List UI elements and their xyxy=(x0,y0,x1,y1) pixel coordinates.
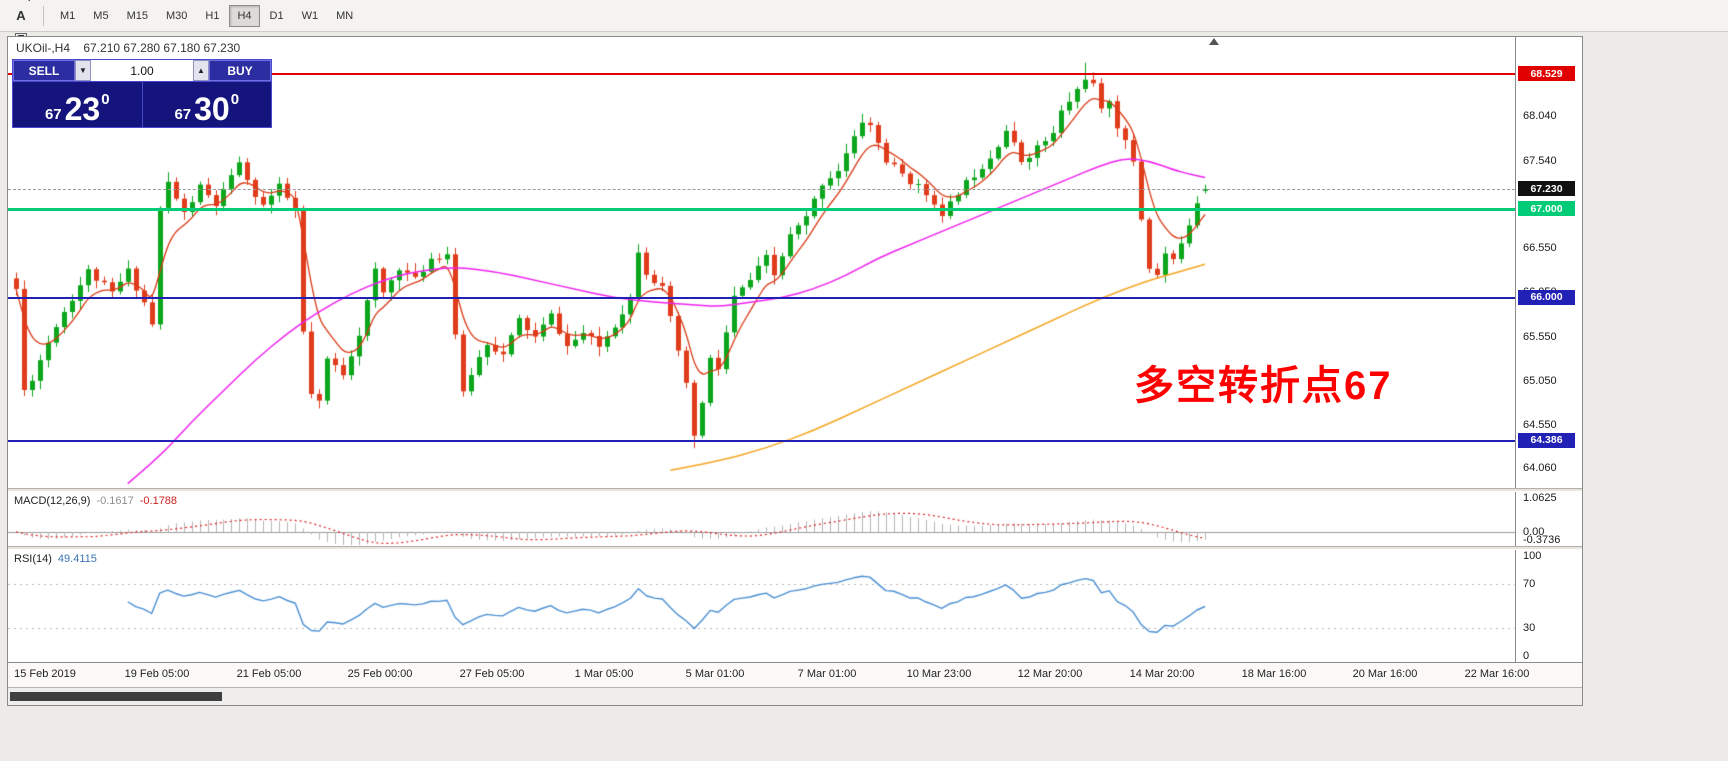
volume-increase-button[interactable]: ▲ xyxy=(193,60,209,81)
macd-name: MACD(12,26,9) xyxy=(14,495,91,507)
buy-price-big: 30 xyxy=(194,90,230,127)
trade-controls-row: SELL ▼ ▲ BUY xyxy=(13,60,271,81)
buy-price-int: 67 xyxy=(174,106,192,124)
buy-price-sup: 0 xyxy=(230,91,240,108)
sell-price-sup: 0 xyxy=(101,91,110,108)
macd-scale-label: 1.0625 xyxy=(1523,492,1557,504)
rsi-name: RSI(14) xyxy=(14,553,52,565)
price-badge-64.386: 64.386 xyxy=(1518,432,1575,448)
price-scale-tick: 64.060 xyxy=(1523,462,1557,475)
horizontal-scrollbar[interactable] xyxy=(8,687,1582,705)
rsi-scale-label: 100 xyxy=(1523,550,1542,562)
ohlc-values: 67.210 67.280 67.180 67.230 xyxy=(83,41,241,55)
time-axis-label: 12 Mar 20:00 xyxy=(1017,668,1083,680)
timeframe-button-h1[interactable]: H1 xyxy=(197,5,227,27)
price-scale-tick: 65.550 xyxy=(1523,330,1557,343)
caret-down-icon: ▼ xyxy=(79,66,87,75)
timeframes-group: M1 M5 M15 M30 H1 H4 D1 W1 MN xyxy=(51,4,362,27)
horizontal-scrollbar-thumb[interactable] xyxy=(10,692,222,701)
rsi-scale-label: 30 xyxy=(1523,622,1536,635)
rsi-value: 49.4115 xyxy=(57,553,97,565)
rsi-scale-label: 0 xyxy=(1523,650,1530,662)
time-axis-label: 10 Mar 23:00 xyxy=(906,668,972,680)
timeframe-button-m5[interactable]: M5 xyxy=(85,5,116,27)
time-axis-label: 5 Mar 01:00 xyxy=(685,668,745,680)
symbol-title: UKOil-,H4 xyxy=(16,41,71,55)
rsi-label: RSI(14) 49.4115 xyxy=(14,553,97,565)
macd-value: -0.1617 xyxy=(96,495,134,507)
timeframe-button-m1[interactable]: M1 xyxy=(52,5,83,27)
arrow-tool-button[interactable]: A xyxy=(7,4,35,28)
timeframe-button-d1[interactable]: D1 xyxy=(262,5,292,27)
chart-annotation-text[interactable]: 多空转折点67 xyxy=(1134,364,1393,408)
timeframe-button-m15[interactable]: M15 xyxy=(119,5,156,27)
macd-scale-label: 0.00 xyxy=(1523,525,1545,538)
price-divider xyxy=(141,82,143,127)
price-scale-tick: 66.550 xyxy=(1523,242,1557,255)
volume-input[interactable] xyxy=(91,60,193,81)
grid-settings-button[interactable]: F xyxy=(7,0,35,4)
timeframe-button-m30[interactable]: M30 xyxy=(158,5,195,27)
time-axis: 15 Feb 2019 19 Feb 05:00 21 Feb 05:00 25 Fe… xyxy=(8,662,1582,687)
macd-label: MACD(12,26,9) -0.1617 -0.1788 xyxy=(14,495,177,507)
buy-price-display[interactable]: 67 30 0 xyxy=(143,82,272,127)
price-scale: 68.04067.54066.55066.05065.55065.05064.5… xyxy=(1515,37,1581,705)
pane-splitter[interactable] xyxy=(8,488,1582,492)
price-scale-tick: 65.050 xyxy=(1523,374,1557,387)
price-badge-66.000: 66.000 xyxy=(1518,289,1575,305)
price-scale-tick: 67.540 xyxy=(1523,154,1557,167)
sell-price-big: 23 xyxy=(64,90,101,127)
time-axis-label: 14 Mar 20:00 xyxy=(1129,668,1195,680)
macd-pane: MACD(12,26,9) -0.1617 -0.1788 xyxy=(8,492,1515,546)
timeframe-button-w1[interactable]: W1 xyxy=(294,5,327,27)
sell-price-int: 67 xyxy=(44,106,62,124)
macd-canvas[interactable] xyxy=(8,492,1515,546)
macd-signal-value: -0.1788 xyxy=(139,495,178,507)
chart-title: UKOil-,H4 67.210 67.280 67.180 67.230 xyxy=(16,41,240,55)
macd-scale-label: -0.3736 xyxy=(1523,534,1561,546)
toolbar-separator xyxy=(43,5,44,26)
price-scale-tick: 68.040 xyxy=(1523,110,1557,123)
trade-prices-row: 67 23 0 67 30 0 xyxy=(13,81,271,127)
time-axis-label: 1 Mar 05:00 xyxy=(574,668,634,680)
timeframe-button-h4[interactable]: H4 xyxy=(229,4,260,27)
time-axis-label: 20 Mar 16:00 xyxy=(1352,668,1418,680)
rsi-pane: RSI(14) 49.4115 xyxy=(8,550,1515,662)
time-axis-label: 21 Feb 05:00 xyxy=(236,668,302,680)
rsi-canvas[interactable] xyxy=(8,550,1515,662)
price-badge-68.529: 68.529 xyxy=(1518,66,1575,82)
time-axis-label: 27 Feb 05:00 xyxy=(459,668,525,680)
price-pane: UKOil-,H4 67.210 67.280 67.180 67.230 SE… xyxy=(8,37,1515,488)
time-axis-label: 7 Mar 01:00 xyxy=(797,668,857,680)
rsi-scale-label: 70 xyxy=(1523,577,1536,590)
buy-button[interactable]: BUY xyxy=(209,60,271,81)
sell-button[interactable]: SELL xyxy=(13,60,75,81)
caret-up-icon: ▲ xyxy=(197,66,205,75)
sell-price-display[interactable]: 67 23 0 xyxy=(13,82,142,127)
arrow-tool-icon: A xyxy=(16,8,26,23)
time-axis-label: 15 Feb 2019 xyxy=(14,668,76,680)
time-axis-label: 18 Mar 16:00 xyxy=(1241,668,1307,680)
volume-decrease-button[interactable]: ▼ xyxy=(75,60,91,81)
price-badge-67.230: 67.230 xyxy=(1518,181,1575,197)
time-axis-label: 22 Mar 16:00 xyxy=(1464,668,1530,680)
chart-window: UKOil-,H4 67.210 67.280 67.180 67.230 SE… xyxy=(7,36,1583,706)
time-axis-label: 25 Feb 00:00 xyxy=(347,668,413,680)
chart-shift-marker[interactable] xyxy=(1209,38,1219,45)
pane-splitter[interactable] xyxy=(8,546,1582,550)
price-scale-tick: 64.550 xyxy=(1523,419,1557,432)
time-axis-label: 19 Feb 05:00 xyxy=(124,668,190,680)
price-badge-67.000: 67.000 xyxy=(1518,201,1575,217)
timeframe-button-mn[interactable]: MN xyxy=(328,5,361,27)
